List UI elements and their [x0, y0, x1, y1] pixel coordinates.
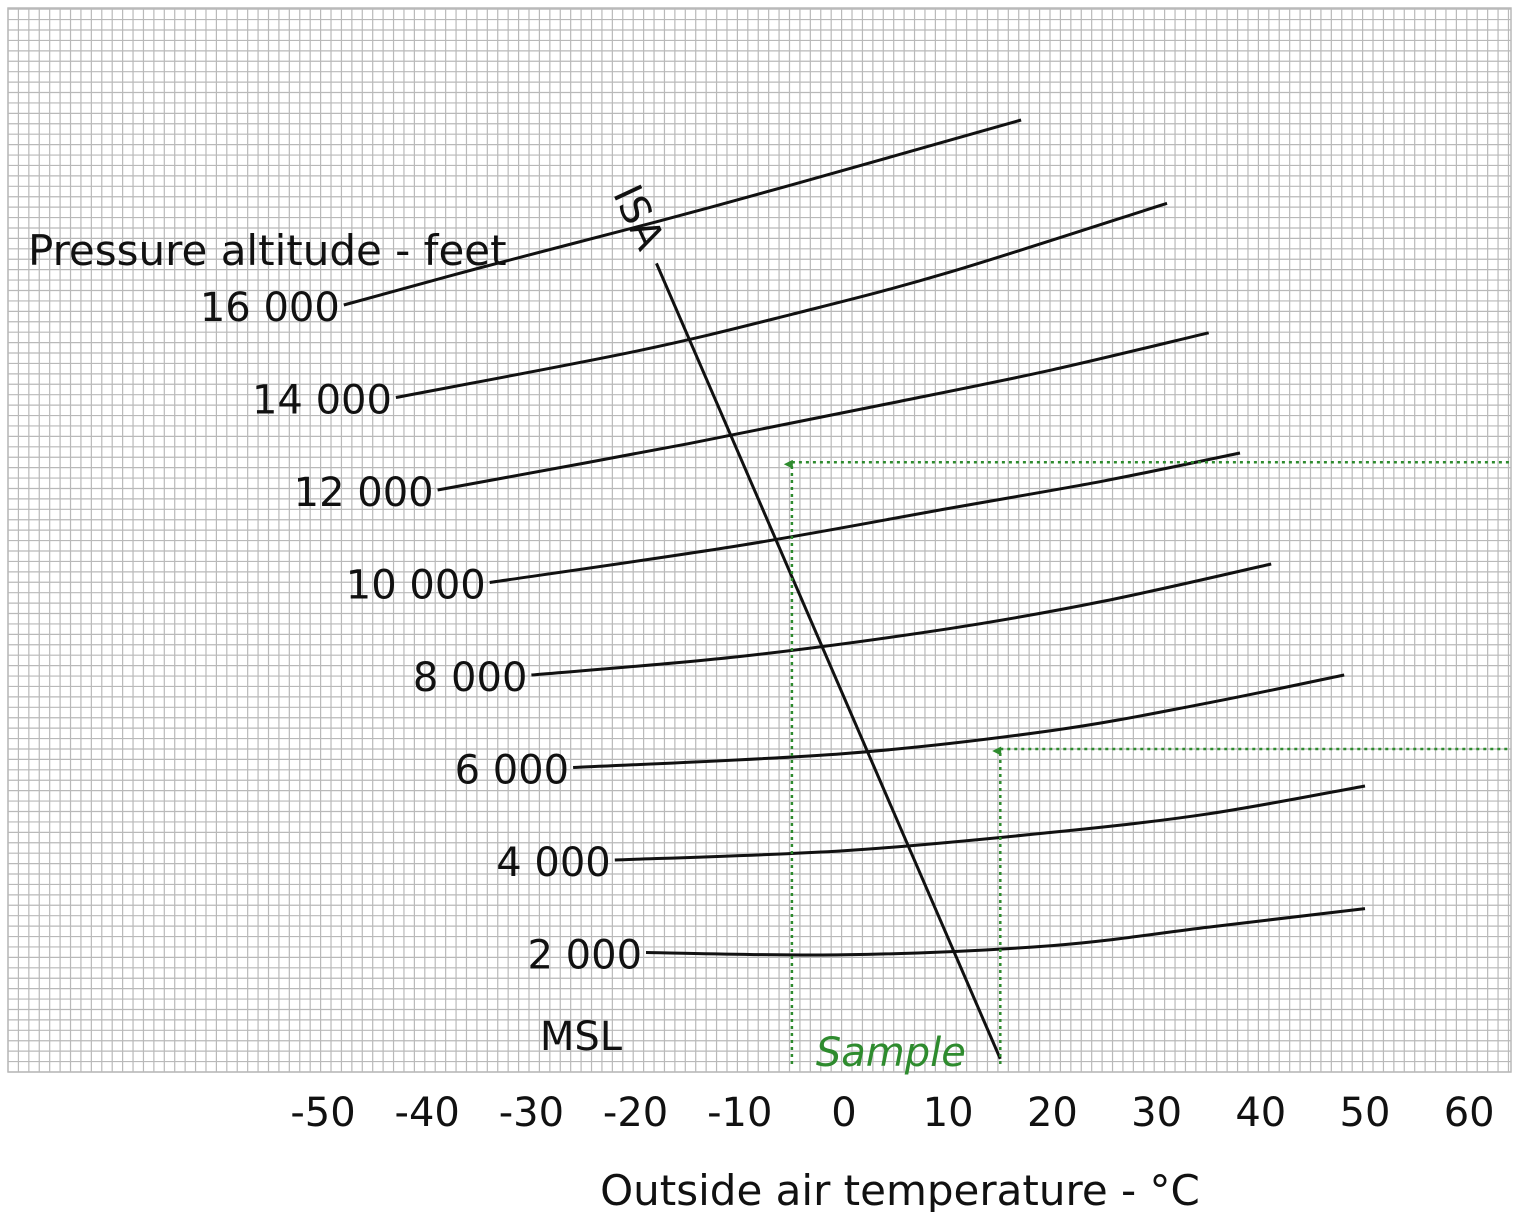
chart-grid — [7, 7, 1512, 1073]
x-tick-label: -20 — [603, 1090, 668, 1136]
altitude-line-14000 — [395, 201, 1168, 399]
x-tick-label: -40 — [395, 1090, 460, 1136]
x-tick-label: 30 — [1131, 1090, 1182, 1136]
x-tick-label: 50 — [1340, 1090, 1391, 1136]
x-tick-label: -30 — [499, 1090, 564, 1136]
x-tick-label: -10 — [707, 1090, 772, 1136]
sample-label: Sample — [816, 1030, 966, 1076]
altitude-line-10000 — [489, 451, 1241, 584]
altitude-label: 6 000 — [455, 748, 570, 794]
x-tick-label: 60 — [1444, 1090, 1495, 1136]
isa-line — [655, 262, 1002, 1060]
sample-paths: Sample — [783, 459, 1511, 1076]
altitude-label: 12 000 — [294, 470, 434, 516]
x-tick-label: -50 — [290, 1090, 355, 1136]
x-tick-label: 0 — [831, 1090, 856, 1136]
altitude-label: 10 000 — [346, 563, 486, 609]
altitude-line-2000 — [645, 907, 1366, 957]
altitude-line-4000 — [614, 784, 1366, 862]
msl-label: MSL — [540, 1014, 623, 1060]
altitude-label: 16 000 — [200, 285, 340, 331]
y-axis-title: Pressure altitude - feet — [28, 226, 507, 275]
altitude-line-12000 — [437, 331, 1210, 492]
altitude-line-6000 — [573, 673, 1345, 769]
x-tick-label: 40 — [1235, 1090, 1286, 1136]
altitude-label: 2 000 — [528, 933, 643, 979]
x-axis-title: Outside air temperature - °C — [600, 1166, 1200, 1212]
x-tick-label: 10 — [923, 1090, 974, 1136]
altitude-label: 14 000 — [252, 378, 392, 424]
altitude-label: 8 000 — [413, 655, 528, 701]
x-tick-label: 20 — [1027, 1090, 1078, 1136]
x-tick-labels: -50 -40 -30 -20 -10 0 10 20 30 40 50 60 — [290, 1090, 1494, 1136]
altitude-line-8000 — [531, 562, 1272, 677]
altitude-label: 4 000 — [496, 840, 611, 886]
altitude-curves: 16 000 14 000 12 000 10 000 8 000 6 000 4 000 2… — [200, 118, 1366, 979]
altitude-line-16000 — [343, 118, 1022, 307]
